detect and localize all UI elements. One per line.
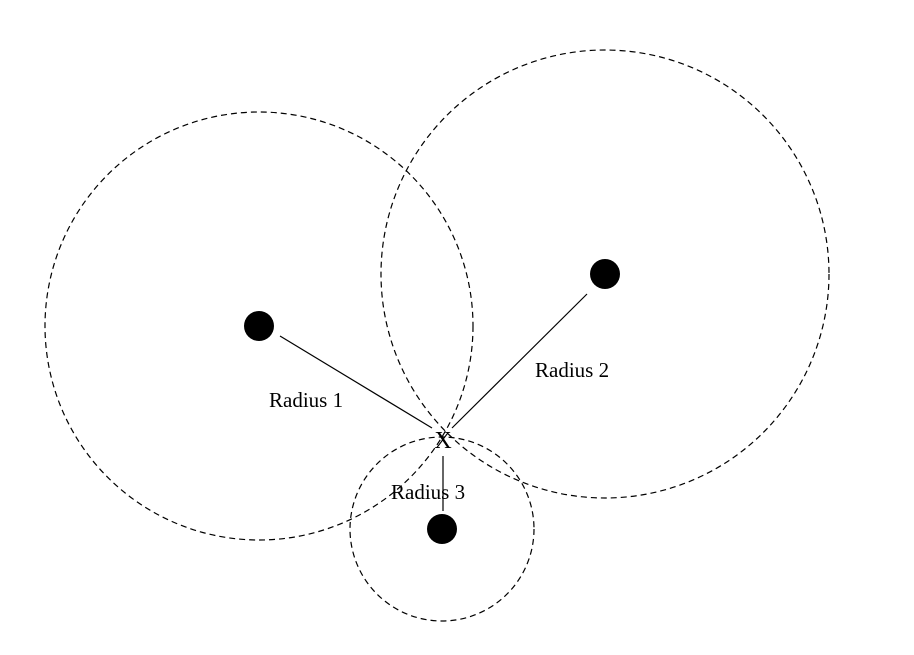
center-point-1	[244, 311, 274, 341]
center-point-2	[590, 259, 620, 289]
radius-line-1	[279, 335, 433, 429]
center-point-3	[427, 514, 457, 544]
radius-1-label: Radius 1	[269, 388, 343, 412]
radius-2-label: Radius 2	[535, 358, 609, 382]
circle-3	[349, 436, 535, 622]
intersection-point-label: X	[434, 428, 451, 454]
radius-3-label: Radius 3	[391, 480, 465, 504]
circle-2	[380, 49, 830, 499]
radius-line-2	[451, 293, 588, 429]
circle-1	[44, 111, 474, 541]
